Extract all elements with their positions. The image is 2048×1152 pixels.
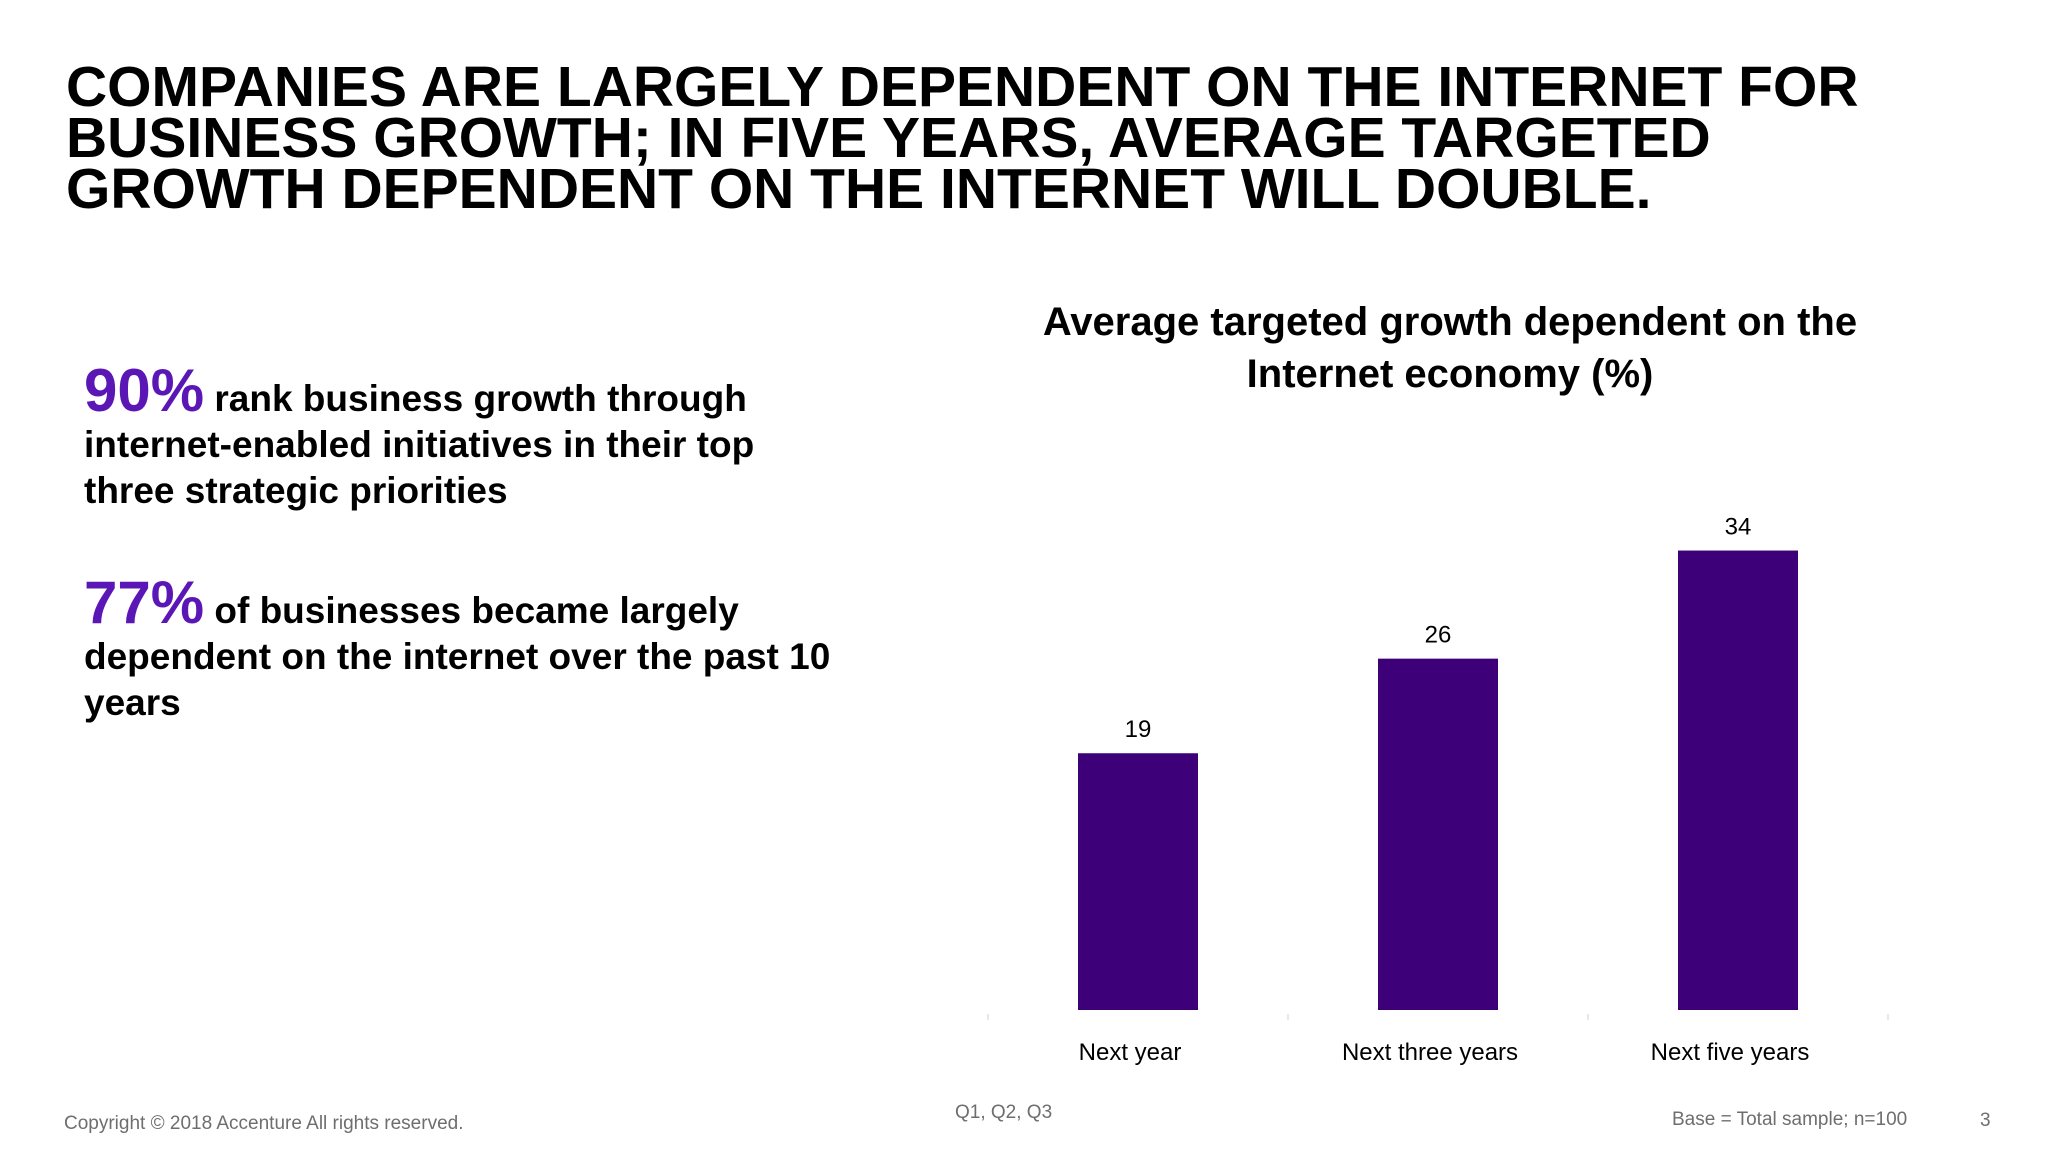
stat-text-90: rank business growth through internet-en… <box>84 378 755 511</box>
page-title: COMPANIES ARE LARGELY DEPENDENT ON THE I… <box>66 55 2026 221</box>
page-number: 3 <box>1980 1110 1991 1131</box>
copyright-text: Copyright © 2018 Accenture All rights re… <box>64 1113 464 1134</box>
x-tick-label: Next three years <box>1342 1039 1518 1066</box>
bar-next-three-years <box>1378 658 1498 1010</box>
stat-text-77: of businesses became largely dependent o… <box>84 590 831 723</box>
stat-block-77: 77% of businesses became largely depende… <box>84 573 844 726</box>
headline-line-1: COMPANIES ARE LARGELY DEPENDENT ON THE I… <box>66 55 1859 119</box>
stat-block-90: 90% rank business growth through interne… <box>84 361 844 514</box>
bar-next-five-years <box>1678 550 1798 1010</box>
headline-line-2: BUSINESS GROWTH; IN FIVE YEARS, AVERAGE … <box>66 106 1711 170</box>
question-reference: Q1, Q2, Q3 <box>955 1102 1053 1123</box>
stat-value-90: 90% <box>84 357 205 424</box>
headline-line-3: GROWTH DEPENDENT ON THE INTERNET WILL DO… <box>66 157 1652 221</box>
bar-next-year <box>1078 753 1198 1010</box>
data-label: 19 <box>1125 716 1152 743</box>
x-tick-label: Next five years <box>1651 1039 1810 1066</box>
stat-value-77: 77% <box>84 569 205 636</box>
data-label: 34 <box>1725 514 1752 541</box>
bar-chart: 19 Next year 26 Next three years 34 Next five… <box>987 514 1889 1066</box>
x-tick-label: Next year <box>1079 1039 1182 1066</box>
data-label: 26 <box>1425 622 1452 649</box>
chart-title: Average targeted growth dependent on the… <box>1042 300 1858 396</box>
base-note: Base = Total sample; n=100 <box>1672 1109 1908 1130</box>
